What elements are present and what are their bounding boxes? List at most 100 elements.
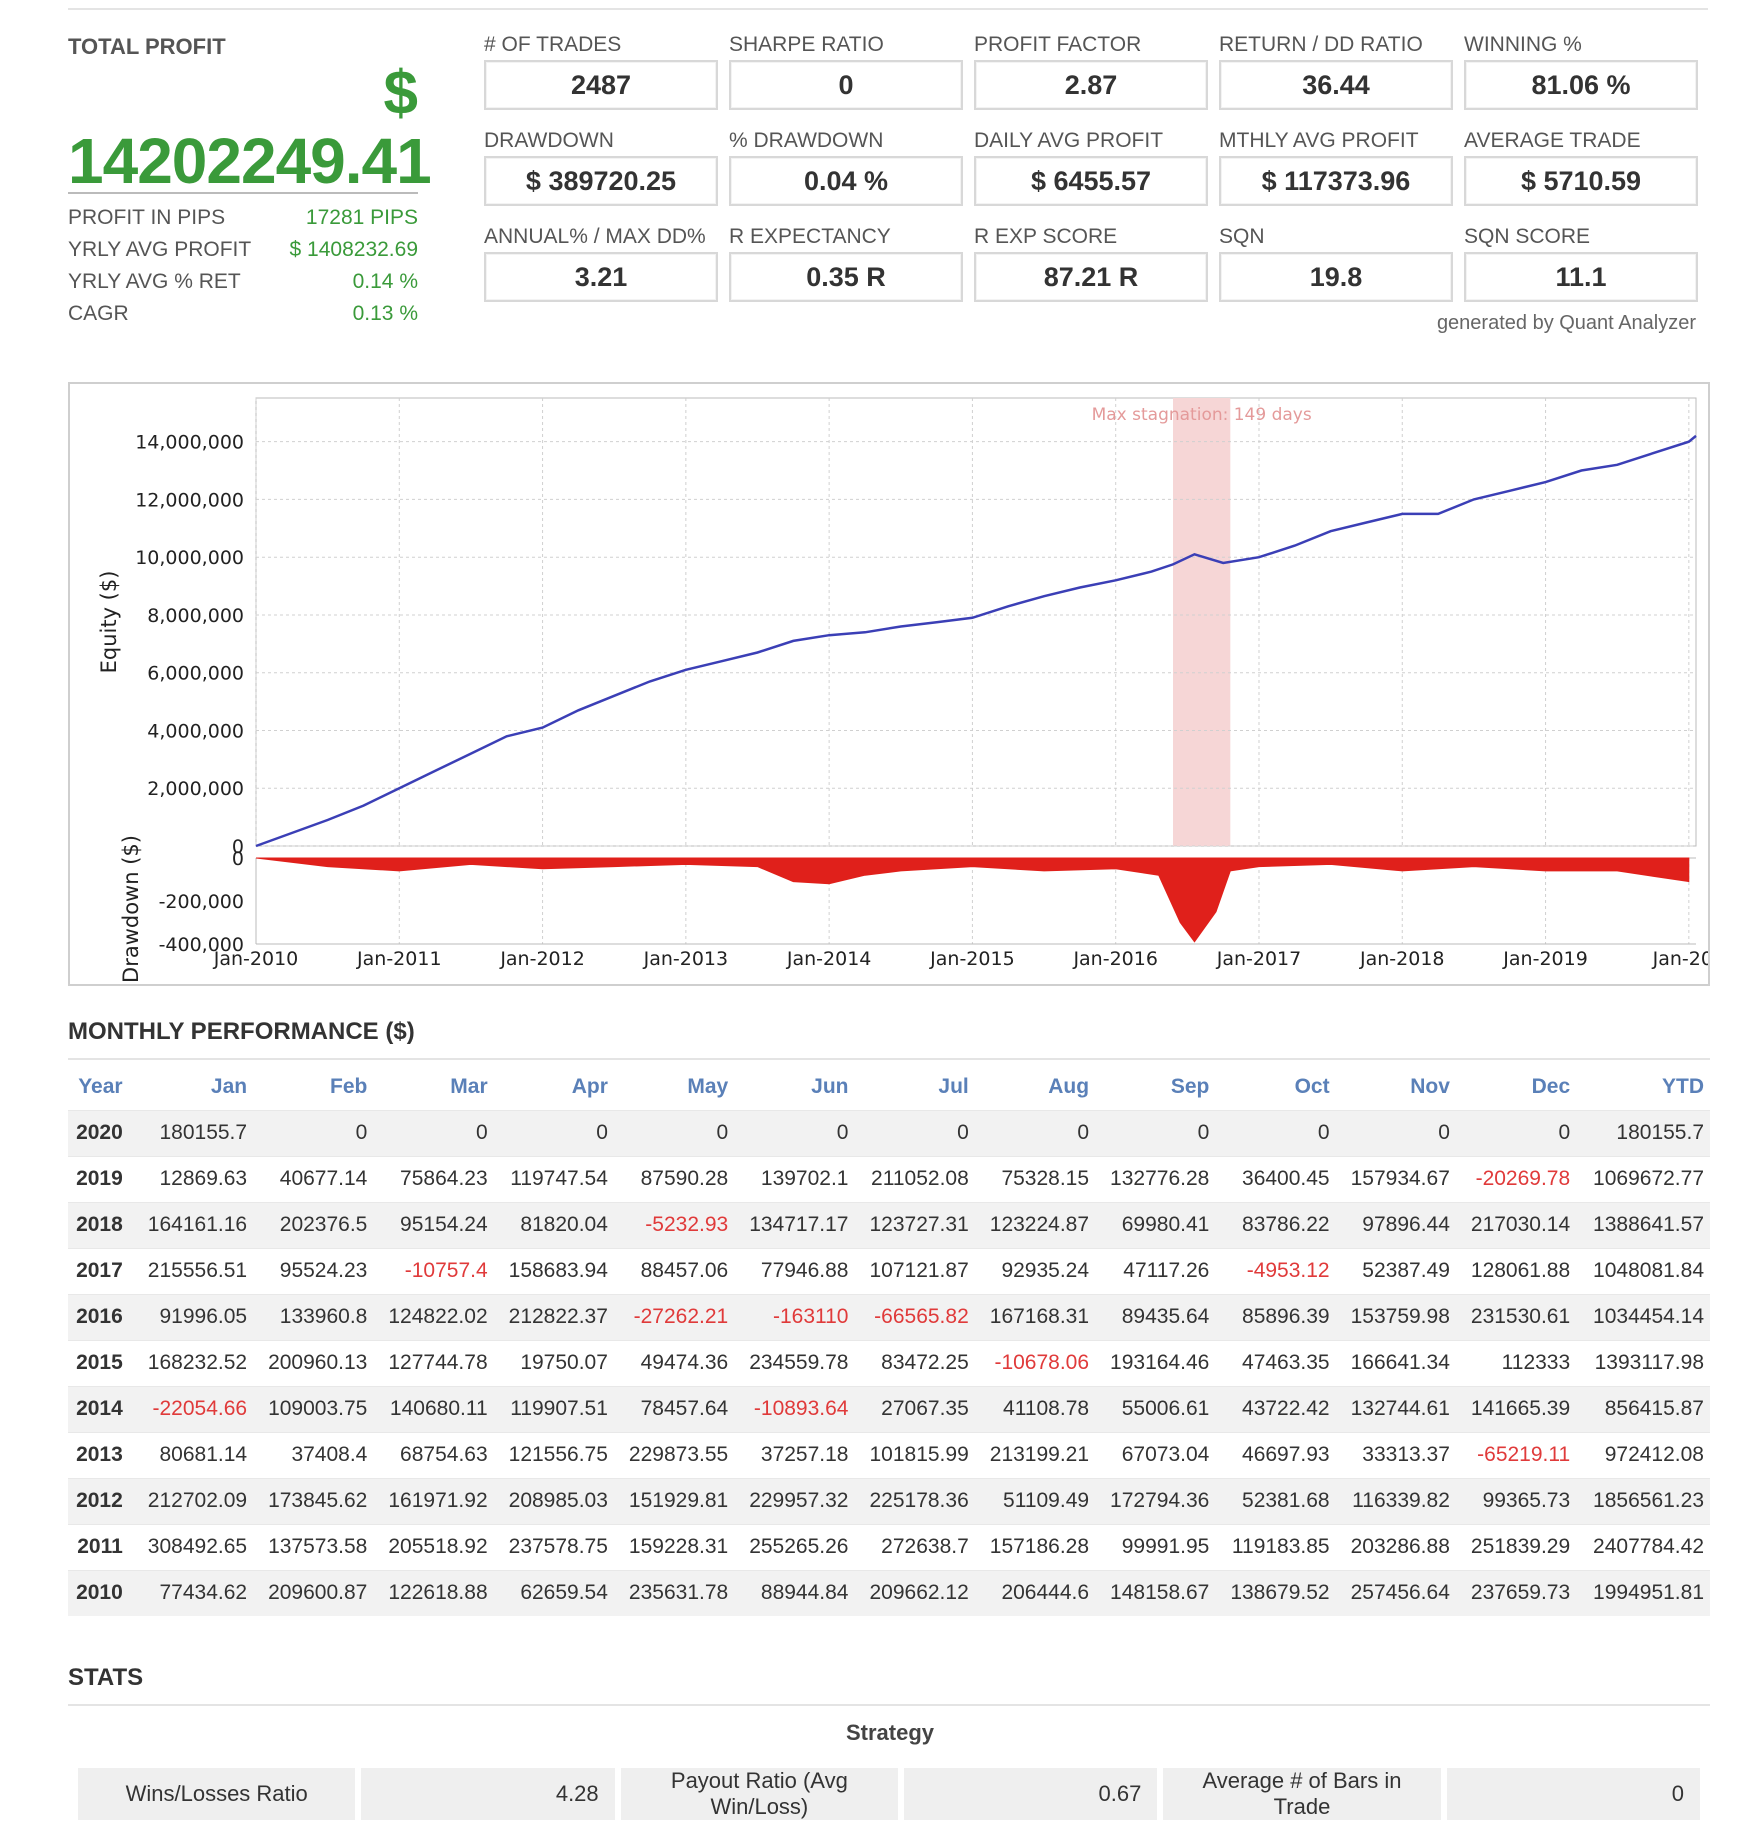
profit-detail-value: $ 1408232.69 bbox=[289, 238, 418, 261]
monthly-value-cell: 235631.78 bbox=[613, 1569, 735, 1616]
stat-value: 0 bbox=[1446, 1768, 1700, 1820]
monthly-value-cell: 209600.87 bbox=[253, 1569, 374, 1616]
stat-label: Payout Ratio (Avg Win/Loss) bbox=[620, 1768, 899, 1820]
equity-tick-label: 6,000,000 bbox=[147, 663, 244, 685]
monthly-value-cell: 0 bbox=[493, 1109, 614, 1156]
monthly-value-cell: 123727.31 bbox=[854, 1201, 975, 1248]
stats-table: Wins/Losses Ratio 4.28 Payout Ratio (Avg W… bbox=[72, 1764, 1706, 1822]
metric-card: PROFIT FACTOR 2.87 bbox=[974, 32, 1208, 110]
monthly-value-cell: 19750.07 bbox=[493, 1339, 614, 1386]
monthly-value-cell: 0 bbox=[1095, 1109, 1216, 1156]
metric-value: $ 389720.25 bbox=[484, 156, 718, 206]
monthly-value-cell: 87590.28 bbox=[613, 1155, 735, 1202]
metric-card: SQN 19.8 bbox=[1219, 224, 1453, 302]
monthly-value-cell: 37257.18 bbox=[734, 1431, 855, 1478]
monthly-value-cell: 139702.1 bbox=[734, 1155, 855, 1202]
monthly-value-cell: -27262.21 bbox=[613, 1293, 735, 1340]
metric-label: R EXPECTANCY bbox=[729, 225, 891, 248]
metric-value: 11.1 bbox=[1464, 252, 1698, 302]
monthly-value-cell: 856415.87 bbox=[1576, 1385, 1710, 1432]
monthly-column-header: Year bbox=[78, 1074, 123, 1098]
monthly-value-cell: 40677.14 bbox=[253, 1155, 374, 1202]
metric-label: AVERAGE TRADE bbox=[1464, 129, 1641, 152]
monthly-value-cell: 237659.73 bbox=[1455, 1569, 1577, 1616]
stats-divider bbox=[68, 1704, 1710, 1706]
monthly-value-cell: 124822.02 bbox=[373, 1293, 494, 1340]
monthly-value-cell: 211052.08 bbox=[854, 1155, 975, 1202]
monthly-value-cell: 0 bbox=[253, 1109, 374, 1156]
monthly-value-cell: 88457.06 bbox=[613, 1247, 735, 1294]
monthly-value-cell: 237578.75 bbox=[493, 1523, 614, 1570]
monthly-value-cell: 1034454.14 bbox=[1576, 1293, 1710, 1340]
profit-detail-value: 0.13 % bbox=[352, 302, 418, 325]
monthly-value-cell: 62659.54 bbox=[493, 1569, 614, 1616]
monthly-year-cell: 2016 bbox=[68, 1293, 133, 1340]
stats-row: Wins/Losses Ratio 4.28 Payout Ratio (Avg W… bbox=[78, 1768, 1700, 1820]
monthly-value-cell: 206444.6 bbox=[974, 1569, 1096, 1616]
monthly-row: 2020 180155.7 0 0 0 0 0 0 0 0 0 0 0 180155.7 bbox=[68, 1109, 1710, 1156]
metric-label: # OF TRADES bbox=[484, 33, 622, 56]
monthly-column-header: Mar bbox=[450, 1074, 488, 1098]
monthly-column-header: Nov bbox=[1410, 1074, 1450, 1098]
metric-card: MTHLY AVG PROFIT $ 117373.96 bbox=[1219, 128, 1453, 206]
monthly-value-cell: 52387.49 bbox=[1335, 1247, 1456, 1294]
monthly-value-cell: 151929.81 bbox=[613, 1477, 735, 1524]
metric-value: 36.44 bbox=[1219, 60, 1453, 110]
metric-card: SHARPE RATIO 0 bbox=[729, 32, 963, 110]
x-tick-label: Jan-2011 bbox=[356, 948, 442, 970]
monthly-value-cell: 75864.23 bbox=[373, 1155, 494, 1202]
monthly-value-cell: 161971.92 bbox=[373, 1477, 494, 1524]
metric-card: WINNING % 81.06 % bbox=[1464, 32, 1698, 110]
monthly-value-cell: 51109.49 bbox=[974, 1477, 1096, 1524]
metric-value: $ 117373.96 bbox=[1219, 156, 1453, 206]
equity-tick-label: 0 bbox=[232, 836, 244, 858]
monthly-value-cell: 166641.34 bbox=[1335, 1339, 1456, 1386]
monthly-value-cell: 193164.46 bbox=[1095, 1339, 1216, 1386]
metric-label: DRAWDOWN bbox=[484, 129, 614, 152]
monthly-value-cell: 308492.65 bbox=[132, 1523, 254, 1570]
monthly-value-cell: 0 bbox=[974, 1109, 1096, 1156]
monthly-value-cell: 0 bbox=[854, 1109, 975, 1156]
monthly-column-header: Jun bbox=[811, 1074, 849, 1098]
monthly-value-cell: 153759.98 bbox=[1335, 1293, 1456, 1340]
monthly-value-cell: 95154.24 bbox=[373, 1201, 494, 1248]
x-tick-label: Jan-2014 bbox=[786, 948, 872, 970]
monthly-value-cell: 158683.94 bbox=[493, 1247, 614, 1294]
monthly-year-cell: 2018 bbox=[68, 1201, 133, 1248]
monthly-value-cell: 77946.88 bbox=[734, 1247, 855, 1294]
monthly-value-cell: 107121.87 bbox=[854, 1247, 975, 1294]
monthly-value-cell: -163110 bbox=[734, 1293, 855, 1340]
monthly-value-cell: -10757.4 bbox=[373, 1247, 494, 1294]
metric-label: DAILY AVG PROFIT bbox=[974, 129, 1164, 152]
monthly-row: 2018 164161.16 202376.5 95154.24 81820.04 -52… bbox=[68, 1201, 1710, 1248]
equity-tick-label: 8,000,000 bbox=[147, 605, 244, 627]
metric-label: SHARPE RATIO bbox=[729, 33, 884, 56]
monthly-value-cell: 81820.04 bbox=[493, 1201, 614, 1248]
monthly-row: 2015 168232.52 200960.13 127744.78 19750.07 4… bbox=[68, 1339, 1710, 1386]
monthly-column-header: Apr bbox=[571, 1074, 608, 1098]
monthly-value-cell: 1393117.98 bbox=[1576, 1339, 1710, 1386]
monthly-year-cell: 2013 bbox=[68, 1431, 133, 1478]
stagnation-band bbox=[1173, 398, 1231, 846]
monthly-value-cell: 52381.68 bbox=[1215, 1477, 1336, 1524]
monthly-value-cell: 12869.63 bbox=[132, 1155, 254, 1202]
metric-label: SQN SCORE bbox=[1464, 225, 1591, 248]
equity-tick-label: 10,000,000 bbox=[135, 547, 244, 569]
monthly-value-cell: 229957.32 bbox=[734, 1477, 855, 1524]
monthly-value-cell: 83786.22 bbox=[1215, 1201, 1336, 1248]
monthly-value-cell: 257456.64 bbox=[1335, 1569, 1456, 1616]
monthly-value-cell: 88944.84 bbox=[734, 1569, 855, 1616]
equity-tick-label: 4,000,000 bbox=[147, 720, 244, 742]
monthly-value-cell: 159228.31 bbox=[613, 1523, 735, 1570]
generated-by-note: generated by Quant Analyzer bbox=[1436, 312, 1696, 334]
stat-label: Average # of Bars in Trade bbox=[1163, 1768, 1441, 1820]
metric-value: 3.21 bbox=[484, 252, 718, 302]
monthly-value-cell: 77434.62 bbox=[132, 1569, 254, 1616]
monthly-value-cell: 47463.35 bbox=[1215, 1339, 1336, 1386]
monthly-value-cell: 132744.61 bbox=[1335, 1385, 1456, 1432]
monthly-value-cell: 167168.31 bbox=[974, 1293, 1096, 1340]
monthly-column-header: Oct bbox=[1294, 1074, 1330, 1098]
monthly-value-cell: -66565.82 bbox=[854, 1293, 975, 1340]
profit-detail-label: PROFIT IN PIPS bbox=[68, 206, 226, 229]
monthly-row: 2011 308492.65 137573.58 205518.92 237578.75… bbox=[68, 1523, 1710, 1570]
